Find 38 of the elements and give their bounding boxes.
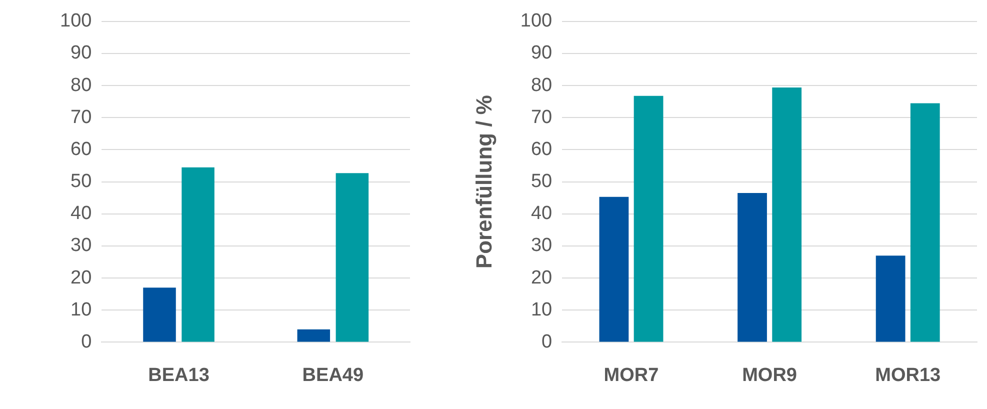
y-tick-label: 60	[70, 138, 92, 160]
y-tick-label: 0	[542, 331, 552, 352]
bar	[772, 87, 802, 342]
bar	[297, 329, 330, 342]
bar	[599, 196, 629, 342]
y-tick-label: 50	[530, 171, 552, 192]
y-tick-label: 90	[530, 42, 552, 64]
bar	[738, 193, 767, 342]
y-tick-label: 60	[530, 138, 552, 160]
y-tick-label: 40	[530, 203, 552, 224]
bar	[336, 173, 369, 342]
x-tick-label: MOR9	[742, 364, 798, 386]
bar	[182, 167, 214, 342]
y-tick-label: 70	[530, 106, 552, 128]
x-tick-label: MOR13	[875, 364, 941, 386]
y-tick-label: 20	[70, 267, 92, 288]
bar	[634, 96, 664, 342]
y-tick-label: 40	[70, 203, 92, 224]
y-axis-title: Porenfüllung / %	[471, 95, 496, 269]
x-tick-label: MOR7	[604, 364, 659, 386]
x-tick-label: BEA13	[148, 364, 210, 386]
y-tick-label: 10	[70, 299, 92, 320]
y-tick-label: 90	[70, 42, 92, 64]
y-tick-label: 50	[70, 171, 92, 192]
y-tick-label: 70	[70, 106, 92, 128]
y-tick-label: 80	[70, 74, 92, 96]
bar	[910, 103, 940, 342]
y-tick-label: 10	[530, 299, 552, 320]
y-tick-label: 0	[81, 331, 92, 352]
y-tick-label: 30	[530, 235, 552, 256]
y-tick-label: 30	[70, 235, 92, 256]
bar	[876, 256, 906, 342]
y-tick-label: 100	[520, 10, 552, 32]
y-tick-label: 100	[60, 10, 92, 32]
bar	[143, 288, 176, 342]
y-tick-label: 20	[530, 267, 552, 288]
y-tick-label: 80	[530, 74, 552, 96]
x-tick-label: BEA49	[302, 364, 364, 386]
